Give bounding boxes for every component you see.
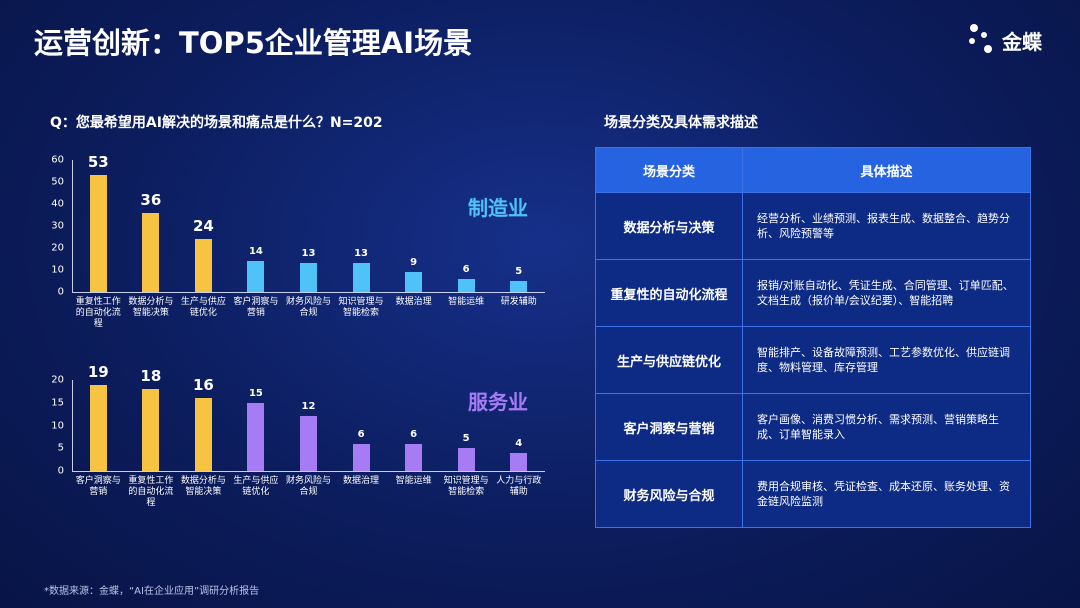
data-label: 19 xyxy=(87,362,109,381)
question: Q：您最希望用AI解决的场景和痛点是什么？N=202 xyxy=(50,115,383,131)
table-row: 数据分析与决策 经营分析、业绩预测、报表生成、数据整合、趋势分析、风险预警等 xyxy=(595,192,1031,260)
x-tick-label: 知识管理与智能检索 xyxy=(443,476,489,497)
x-tick-label: 生产与供应链优化 xyxy=(180,297,226,318)
x-tick-label: 数据治理 xyxy=(343,476,380,486)
table-row: 财务风险与合规 费用合规审核、凭证检查、成本还原、账务处理、资金链风险监测 xyxy=(595,460,1031,528)
data-label: 14 xyxy=(248,246,263,258)
bar xyxy=(247,261,265,292)
table-cell: 费用合规审核、凭证检查、成本还原、账务处理、资金链风险监测 xyxy=(742,460,1031,528)
table-cell: 生产与供应链优化 xyxy=(595,326,743,394)
y-tick-label: 10 xyxy=(51,420,64,431)
y-tick-label: 5 xyxy=(57,442,64,454)
source-note: *数据来源：金蝶，“AI在企业应用”调研分析报告 xyxy=(44,586,260,597)
x-tick-label: 客户洞察与营销 xyxy=(233,297,279,318)
bar xyxy=(142,389,160,471)
x-tick-label: 财务风险与合规 xyxy=(285,297,331,318)
annotation: 服务业 xyxy=(468,390,528,414)
data-label: 24 xyxy=(192,217,214,236)
table-cell: 经营分析、业绩预测、报表生成、数据整合、趋势分析、风险预警等 xyxy=(742,192,1031,260)
bar xyxy=(352,263,370,292)
table-cell: 报销/对账自动化、凭证生成、合同管理、订单匹配、文档生成（报价单/会议纪要）、智… xyxy=(742,259,1031,327)
data-label: 13 xyxy=(301,248,316,260)
data-label: 36 xyxy=(140,190,162,209)
table-title: 场景分类及具体需求描述 xyxy=(604,115,758,131)
x-tick-label: 客户洞察与营销 xyxy=(75,476,121,497)
header-cell: 场景分类 xyxy=(595,147,743,193)
y-tick-label: 10 xyxy=(51,264,64,276)
bar xyxy=(300,263,317,292)
bar xyxy=(457,448,475,471)
y-axis xyxy=(72,160,73,292)
table-cell: 客户洞察与营销 xyxy=(595,393,743,461)
bar xyxy=(352,443,370,471)
x-tick-label: 数据分析与智能决策 xyxy=(180,476,226,497)
bar xyxy=(142,212,160,292)
logo-icon xyxy=(969,24,992,53)
x-tick-label: 重复性工作的自动化流程 xyxy=(128,476,174,508)
data-label: 12 xyxy=(301,401,316,413)
table-cell: 客户画像、消费习惯分析、需求预测、营销策略生成、订单智能录入 xyxy=(742,393,1031,461)
y-tick-label: 60 xyxy=(51,154,64,166)
header-cell: 具体描述 xyxy=(742,147,1031,193)
x-tick-label: 智能运维 xyxy=(448,297,485,307)
table-cell: 智能排产、设备故障预测、工艺参数优化、供应链调度、物料管理、库存管理 xyxy=(742,326,1031,394)
header-row: 场景分类 具体描述 xyxy=(595,147,1031,193)
x-tick-label: 知识管理与智能检索 xyxy=(338,297,384,318)
bar xyxy=(457,278,475,292)
table-cell: 财务风险与合规 xyxy=(595,460,743,528)
data-label: 13 xyxy=(354,248,368,260)
y-tick-label: 50 xyxy=(51,176,64,188)
table: 场景分类 具体描述 数据分析与决策 经营分析、业绩预测、报表生成、数据整合、趋势分析、… xyxy=(595,147,1031,528)
bar xyxy=(89,384,107,471)
bar xyxy=(405,272,423,292)
table-cell: 数据分析与决策 xyxy=(595,192,743,260)
y-tick-label: 40 xyxy=(51,198,64,210)
bar xyxy=(194,398,212,471)
x-axis xyxy=(72,471,545,472)
data-label: 4 xyxy=(515,437,523,449)
bar xyxy=(247,402,265,471)
bar xyxy=(510,452,528,471)
table-row: 客户洞察与营销 客户画像、消费习惯分析、需求预测、营销策略生成、订单智能录入 xyxy=(595,393,1031,461)
x-axis xyxy=(72,292,545,293)
x-tick-label: 财务风险与合规 xyxy=(285,476,331,497)
data-label: 15 xyxy=(248,387,263,399)
x-tick-label: 重复性工作的自动化流程 xyxy=(75,297,121,329)
bar xyxy=(510,281,528,292)
bar xyxy=(300,416,317,471)
x-tick-label: 研发辅助 xyxy=(500,297,537,307)
y-tick-label: 0 xyxy=(57,286,64,298)
y-tick-label: 20 xyxy=(51,374,64,386)
bar xyxy=(194,239,212,292)
data-label: 5 xyxy=(515,266,523,277)
bar xyxy=(89,175,107,292)
x-tick-label: 人力与行政辅助 xyxy=(496,476,542,497)
data-label: 6 xyxy=(357,428,365,440)
table-row: 重复性的自动化流程 报销/对账自动化、凭证生成、合同管理、订单匹配、文档生成（报价… xyxy=(595,259,1031,327)
y-tick-label: 15 xyxy=(51,397,64,409)
data-label: 9 xyxy=(410,257,418,269)
table-cell: 重复性的自动化流程 xyxy=(595,259,743,327)
x-tick-label: 数据治理 xyxy=(395,297,432,307)
data-label: 6 xyxy=(462,263,470,275)
data-label: 5 xyxy=(462,433,470,445)
logo-text: 金蝶 xyxy=(1002,30,1042,54)
bar xyxy=(405,443,423,471)
y-tick-label: 20 xyxy=(51,242,64,254)
slide-title: 运营创新：TOP5企业管理AI场景 xyxy=(34,26,473,60)
y-tick-label: 30 xyxy=(51,220,64,232)
x-tick-label: 生产与供应链优化 xyxy=(233,476,279,497)
y-axis xyxy=(72,380,73,471)
annotation: 制造业 xyxy=(468,196,528,220)
data-label: 53 xyxy=(87,153,109,172)
data-label: 6 xyxy=(410,428,418,440)
x-tick-label: 智能运维 xyxy=(395,476,432,486)
x-tick-label: 数据分析与智能决策 xyxy=(128,297,174,318)
data-label: 18 xyxy=(140,367,162,386)
data-label: 16 xyxy=(192,376,214,395)
table-row: 生产与供应链优化 智能排产、设备故障预测、工艺参数优化、供应链调度、物料管理、库存… xyxy=(595,326,1031,394)
y-tick-label: 0 xyxy=(57,465,64,477)
